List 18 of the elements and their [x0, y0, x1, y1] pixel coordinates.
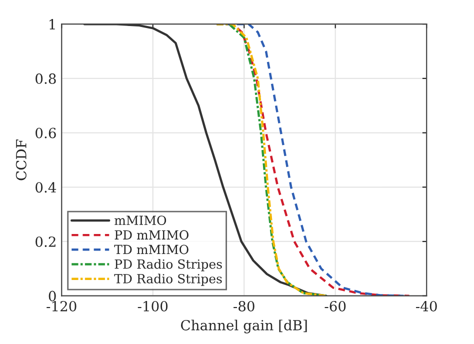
x-axis-title: Channel gain [dB] — [181, 320, 307, 334]
x-tick-label: -40 — [416, 300, 437, 312]
y-tick-label: 0.4 — [36, 182, 56, 193]
y-tick-label: 0 — [48, 290, 56, 302]
y-tick-label: 0.8 — [36, 73, 56, 84]
y-tick-label: 0.6 — [36, 128, 56, 138]
legend-label: TD mMIMO — [114, 244, 188, 254]
legend-label: mMIMO — [114, 216, 166, 226]
legend-label: TD Radio Stripes — [114, 274, 222, 286]
y-tick-label: 0.2 — [36, 236, 56, 247]
x-tick-label: -120 — [46, 300, 76, 312]
y-tick-label: 1 — [50, 19, 55, 30]
legend-label: PD Radio Stripes — [114, 259, 222, 272]
y-axis-title: CCDF — [16, 140, 26, 180]
legend-label: PD mMIMO — [114, 230, 188, 240]
x-tick-label: -100 — [138, 300, 168, 312]
x-tick-label: -80 — [234, 300, 254, 312]
x-tick-label: -60 — [324, 300, 346, 312]
